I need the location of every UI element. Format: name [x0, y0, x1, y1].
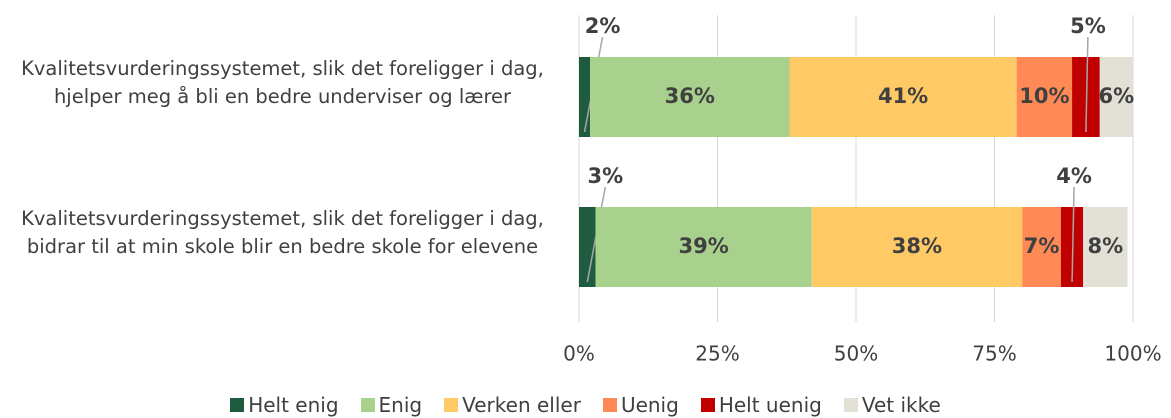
bar-segment — [595, 207, 812, 287]
legend-item: Helt uenig — [700, 393, 822, 417]
legend-swatch — [700, 398, 715, 412]
x-tick-label: 0% — [563, 342, 595, 366]
bar-segment — [1022, 207, 1061, 287]
x-tick-label: 25% — [695, 342, 739, 366]
legend-label: Uenig — [620, 393, 679, 417]
category-label: Kvalitetsvurderingssystemet, slik det fo… — [21, 57, 544, 108]
bar-segment — [1099, 57, 1133, 137]
data-label: 8% — [1087, 234, 1123, 258]
leader-line — [1071, 186, 1075, 283]
category-label: Kvalitetsvurderingssystemet, slik det fo… — [21, 207, 544, 258]
data-label: 6% — [1099, 84, 1135, 108]
bar-segment — [789, 57, 1017, 137]
legend-label: Vet ikke — [861, 393, 941, 417]
legend-item: Vet ikke — [843, 393, 941, 417]
legend-item: Enig — [360, 393, 423, 417]
data-label: 38% — [892, 234, 942, 258]
data-label: 3% — [587, 164, 623, 188]
data-label: 7% — [1024, 234, 1060, 258]
data-label: 4% — [1056, 164, 1092, 188]
bar-segment — [579, 207, 596, 287]
legend-label: Enig — [378, 393, 423, 417]
x-tick-label: 50% — [834, 342, 878, 366]
legend-swatch — [360, 398, 375, 412]
bar-segment — [1016, 57, 1073, 137]
legend-swatch — [602, 398, 617, 412]
leader-line — [1085, 36, 1089, 133]
data-label: 41% — [878, 84, 928, 108]
legend-label: Verken eller — [462, 393, 581, 417]
bar-segment — [579, 57, 591, 137]
data-label: 2% — [585, 14, 621, 38]
bar-segment — [811, 207, 1023, 287]
x-tick-label: 100% — [1104, 342, 1161, 366]
legend-swatch — [843, 398, 858, 412]
legend-swatch — [444, 398, 459, 412]
x-tick-label: 75% — [972, 342, 1016, 366]
legend-label: Helt uenig — [718, 393, 822, 417]
data-label: 5% — [1070, 14, 1106, 38]
data-label: 36% — [665, 84, 715, 108]
legend-item: Uenig — [602, 393, 679, 417]
legend: Helt enig Enig Verken eller Uenig Helt uenig… — [0, 393, 1171, 417]
data-label: 39% — [679, 234, 729, 258]
data-label: 10% — [1019, 84, 1069, 108]
bar-segment — [590, 57, 790, 137]
legend-label: Helt enig — [248, 393, 339, 417]
legend-item: Helt enig — [230, 393, 339, 417]
legend-item: Verken eller — [444, 393, 581, 417]
legend-swatch — [230, 398, 245, 412]
bar-segment — [1083, 207, 1128, 287]
